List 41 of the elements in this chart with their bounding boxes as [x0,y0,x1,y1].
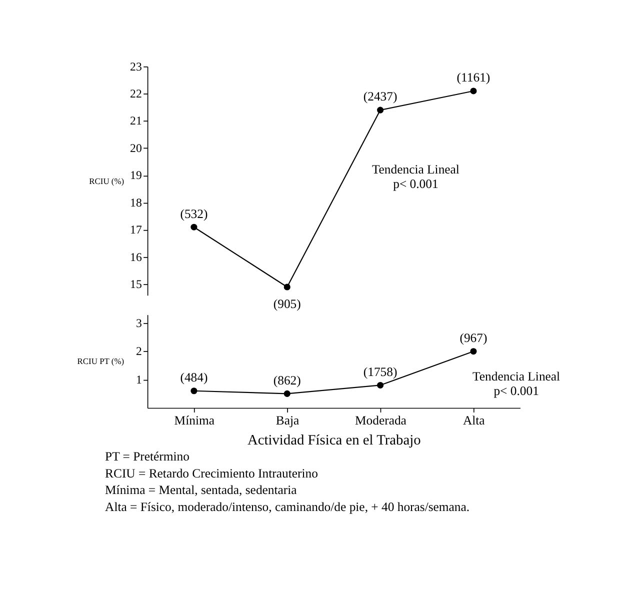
annotation: Tendencia Lineal p< 0.001 [372,162,460,192]
y-tick-label: 18 [130,195,142,210]
x-axis-title: Actividad Física en el Trabajo [248,432,421,449]
y-tick-label: 20 [130,140,142,155]
point [284,390,290,397]
text: Alta = Físico, moderado/intenso, caminando/de pie, + 40 horas/semana. [105,500,470,514]
annotation: Tendencia Lineal p< 0.001 [472,369,561,398]
y-tick-label: 15 [130,277,142,292]
y-tick-label: 3 [136,316,142,330]
y-tick-label: 23 [130,59,142,74]
y-tick-label: 22 [130,86,142,101]
point [470,348,477,355]
point [377,382,384,388]
text: PT = Pretérmino [105,449,190,464]
x-tick-label: Mínima [174,413,215,428]
annotation: (484) [180,370,208,385]
point [284,284,290,290]
point [377,106,384,114]
annotation: (862) [273,373,301,388]
y-axis-title: RCIU PT (%) [77,356,124,366]
annotation: (967) [460,331,488,346]
x-tick-label: Moderada [355,413,407,428]
annotation: (2437) [363,90,398,104]
y-tick-label: 21 [130,114,142,128]
point [470,88,477,94]
annotation: (1758) [363,364,398,379]
text: Mínima = Mental, sentada, sedentaria [105,483,298,498]
text: RCIU = Retardo Crecimiento Intrauterino [105,466,318,480]
y-tick-label: 2 [136,344,142,358]
y-tick-label: 1 [136,372,142,386]
x-tick-label: Alta [462,413,486,428]
x-tick-label: Baja [276,413,300,428]
y-tick-label: 17 [130,222,142,237]
point [190,388,198,394]
annotation: (905) [273,297,301,312]
y-tick-label: 16 [130,250,142,264]
point [190,224,198,230]
annotation: (532) [180,206,208,221]
annotation: (1161) [456,70,490,85]
y-axis-title: RCIU (%) [89,176,124,186]
y-tick-label: 19 [130,168,142,182]
